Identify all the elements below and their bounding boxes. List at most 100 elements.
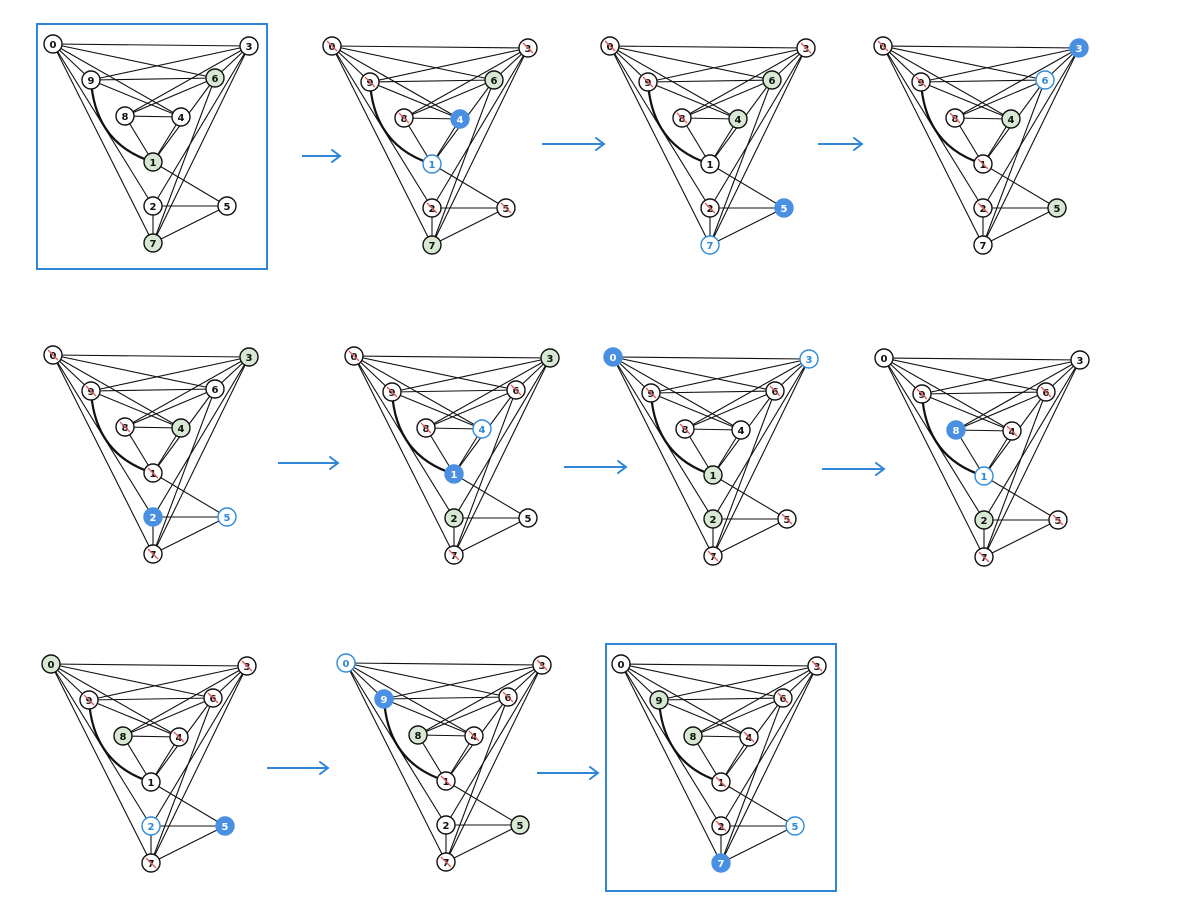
node-label: 0 [48, 660, 55, 671]
node-1: 1 [423, 155, 441, 173]
edge-3-2 [710, 48, 806, 208]
edge-0-4 [884, 358, 1012, 431]
node-5: 5 [216, 817, 234, 835]
state-frame [37, 24, 267, 269]
node-label: 7 [707, 241, 714, 252]
node-label: 6 [212, 74, 219, 85]
edge-5-7 [151, 826, 225, 863]
node-3: 3 [541, 349, 559, 367]
edge-5-7 [721, 826, 795, 863]
edge-0-6 [53, 355, 215, 389]
node-7: 7 [437, 853, 455, 871]
node-label: 4 [738, 426, 745, 437]
node-2: 2 [974, 199, 992, 217]
node-3: 3 [240, 37, 258, 55]
node-0: 0 [345, 347, 363, 365]
edge-0-6 [53, 44, 215, 78]
edge-5-7 [432, 208, 506, 245]
node-label: 2 [150, 513, 157, 524]
node-0: 0 [612, 655, 630, 673]
node-4: 4 [1002, 110, 1020, 128]
edge-0-7 [346, 663, 446, 862]
node-4: 4 [1003, 422, 1021, 440]
node-label: 0 [618, 660, 625, 671]
node-9: 9 [639, 73, 657, 91]
transition-arrow [537, 767, 598, 779]
edge-0-7 [53, 44, 153, 243]
node-4: 4 [740, 728, 758, 746]
node-label: 3 [1077, 356, 1084, 367]
edge-3-8 [693, 666, 817, 736]
node-6: 6 [774, 689, 792, 707]
edge-1-5 [151, 782, 225, 826]
graph-state-2: 0123456789 [323, 37, 537, 254]
edge-3-9 [91, 357, 249, 391]
node-6: 6 [1036, 71, 1054, 89]
node-2: 2 [423, 199, 441, 217]
graph-state-5: 0123456789 [44, 346, 258, 563]
edge-9-6 [659, 698, 783, 700]
node-2: 2 [437, 816, 455, 834]
node-4: 4 [473, 420, 491, 438]
node-6: 6 [763, 71, 781, 89]
edge-0-6 [332, 46, 494, 80]
edge-0-7 [610, 46, 710, 245]
node-4: 4 [729, 110, 747, 128]
node-5: 5 [775, 199, 793, 217]
node-6: 6 [507, 381, 525, 399]
node-5: 5 [519, 509, 537, 527]
edge-3-2 [984, 360, 1080, 520]
node-1: 1 [974, 155, 992, 173]
node-label: 4 [178, 113, 185, 124]
node-3: 3 [808, 657, 826, 675]
edge-3-9 [921, 48, 1079, 82]
node-5: 5 [511, 816, 529, 834]
node-label: 9 [656, 696, 663, 707]
node-label: 1 [710, 471, 717, 482]
node-label: 2 [710, 515, 717, 526]
node-6: 6 [499, 688, 517, 706]
node-6: 6 [206, 380, 224, 398]
edge-9-6 [91, 78, 215, 80]
node-2: 2 [144, 508, 162, 526]
node-label: 2 [451, 514, 458, 525]
edge-0-3 [884, 358, 1080, 360]
node-8: 8 [417, 419, 435, 437]
graph-state-9: 0123456789 [42, 655, 256, 872]
node-5: 5 [1049, 511, 1067, 529]
edge-0-7 [51, 664, 151, 863]
node-4: 4 [170, 728, 188, 746]
node-label: 1 [429, 160, 436, 171]
node-4: 4 [451, 110, 469, 128]
node-3: 3 [240, 348, 258, 366]
edge-3-2 [454, 358, 550, 518]
node-9: 9 [80, 691, 98, 709]
edge-3-2 [432, 48, 528, 208]
edge-5-7 [713, 519, 787, 556]
node-0: 0 [44, 346, 62, 364]
edge-0-4 [621, 664, 749, 737]
edge-3-9 [922, 360, 1080, 394]
node-0: 0 [337, 654, 355, 672]
edge-1-5 [713, 475, 787, 519]
node-label: 3 [547, 354, 554, 365]
node-label: 5 [224, 202, 231, 213]
edge-1-5 [153, 162, 227, 206]
edge-0-3 [883, 46, 1079, 48]
edge-0-6 [621, 664, 783, 698]
edge-0-3 [610, 46, 806, 48]
edge-5-7 [446, 825, 520, 862]
node-2: 2 [142, 817, 160, 835]
node-label: 6 [491, 76, 498, 87]
transition-arrow [564, 461, 626, 473]
node-2: 2 [704, 510, 722, 528]
transition-arrow [542, 138, 604, 150]
node-3: 3 [800, 350, 818, 368]
edge-0-3 [621, 664, 817, 666]
edge-0-7 [354, 356, 454, 555]
node-7: 7 [144, 234, 162, 252]
node-9: 9 [82, 71, 100, 89]
edge-1-5 [454, 474, 528, 518]
node-5: 5 [1048, 199, 1066, 217]
edge-3-9 [392, 358, 550, 392]
